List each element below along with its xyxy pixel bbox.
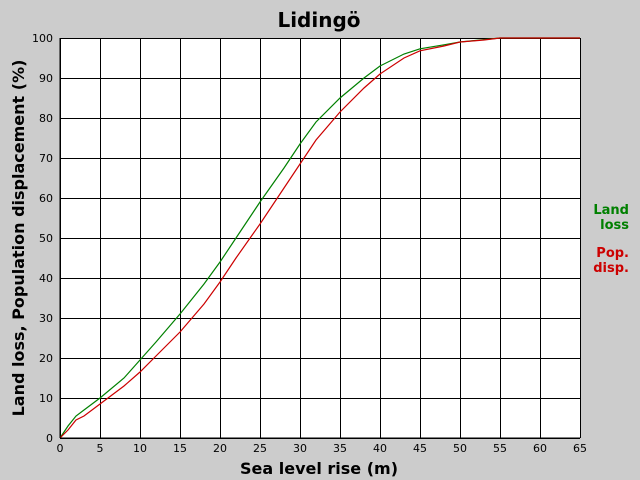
x-tick-label: 30 — [293, 442, 307, 455]
x-tick-label: 20 — [213, 442, 227, 455]
y-tick-label: 80 — [39, 112, 53, 125]
y-tick-label: 10 — [39, 392, 53, 405]
x-tick-label: 0 — [57, 442, 64, 455]
y-tick-label: 30 — [39, 312, 53, 325]
y-tick-label: 90 — [39, 72, 53, 85]
y-tick-label: 40 — [39, 272, 53, 285]
x-tick-label: 55 — [493, 442, 507, 455]
legend-entry-1: Land — [593, 203, 629, 218]
x-tick-label: 65 — [573, 442, 587, 455]
x-tick-label: 60 — [533, 442, 547, 455]
y-tick-label: 70 — [39, 152, 53, 165]
x-tick-label: 25 — [253, 442, 267, 455]
x-tick-label: 15 — [173, 442, 187, 455]
series-lines — [59, 37, 580, 439]
y-tick-label: 50 — [39, 232, 53, 245]
x-tick-label: 35 — [333, 442, 347, 455]
x-tick-label: 45 — [413, 442, 427, 455]
chart-title: Lidingö — [277, 8, 360, 32]
x-axis-label: Sea level rise (m) — [240, 459, 398, 478]
y-tick-label: 20 — [39, 352, 53, 365]
y-tick-label: 100 — [32, 32, 53, 45]
series-line-2 — [59, 37, 580, 439]
y-axis-label: Land loss, Population displacement (%) — [9, 60, 28, 417]
y-tick-label: 0 — [46, 432, 53, 445]
x-tick-label: 10 — [133, 442, 147, 455]
legend-entry-2: disp. — [593, 261, 629, 276]
legend-entry-2: Pop. — [596, 246, 629, 261]
y-tick-label: 60 — [39, 192, 53, 205]
x-tick-labels: 0 5 10 15 20 25 30 35 40 45 50 55 60 65 — [57, 442, 588, 455]
x-tick-label: 40 — [373, 442, 387, 455]
x-tick-label: 50 — [453, 442, 467, 455]
legend-entry-1: loss — [600, 218, 629, 233]
x-tick-label: 5 — [97, 442, 104, 455]
y-tick-labels: 0 10 20 30 40 50 60 70 80 90 100 — [32, 32, 53, 445]
